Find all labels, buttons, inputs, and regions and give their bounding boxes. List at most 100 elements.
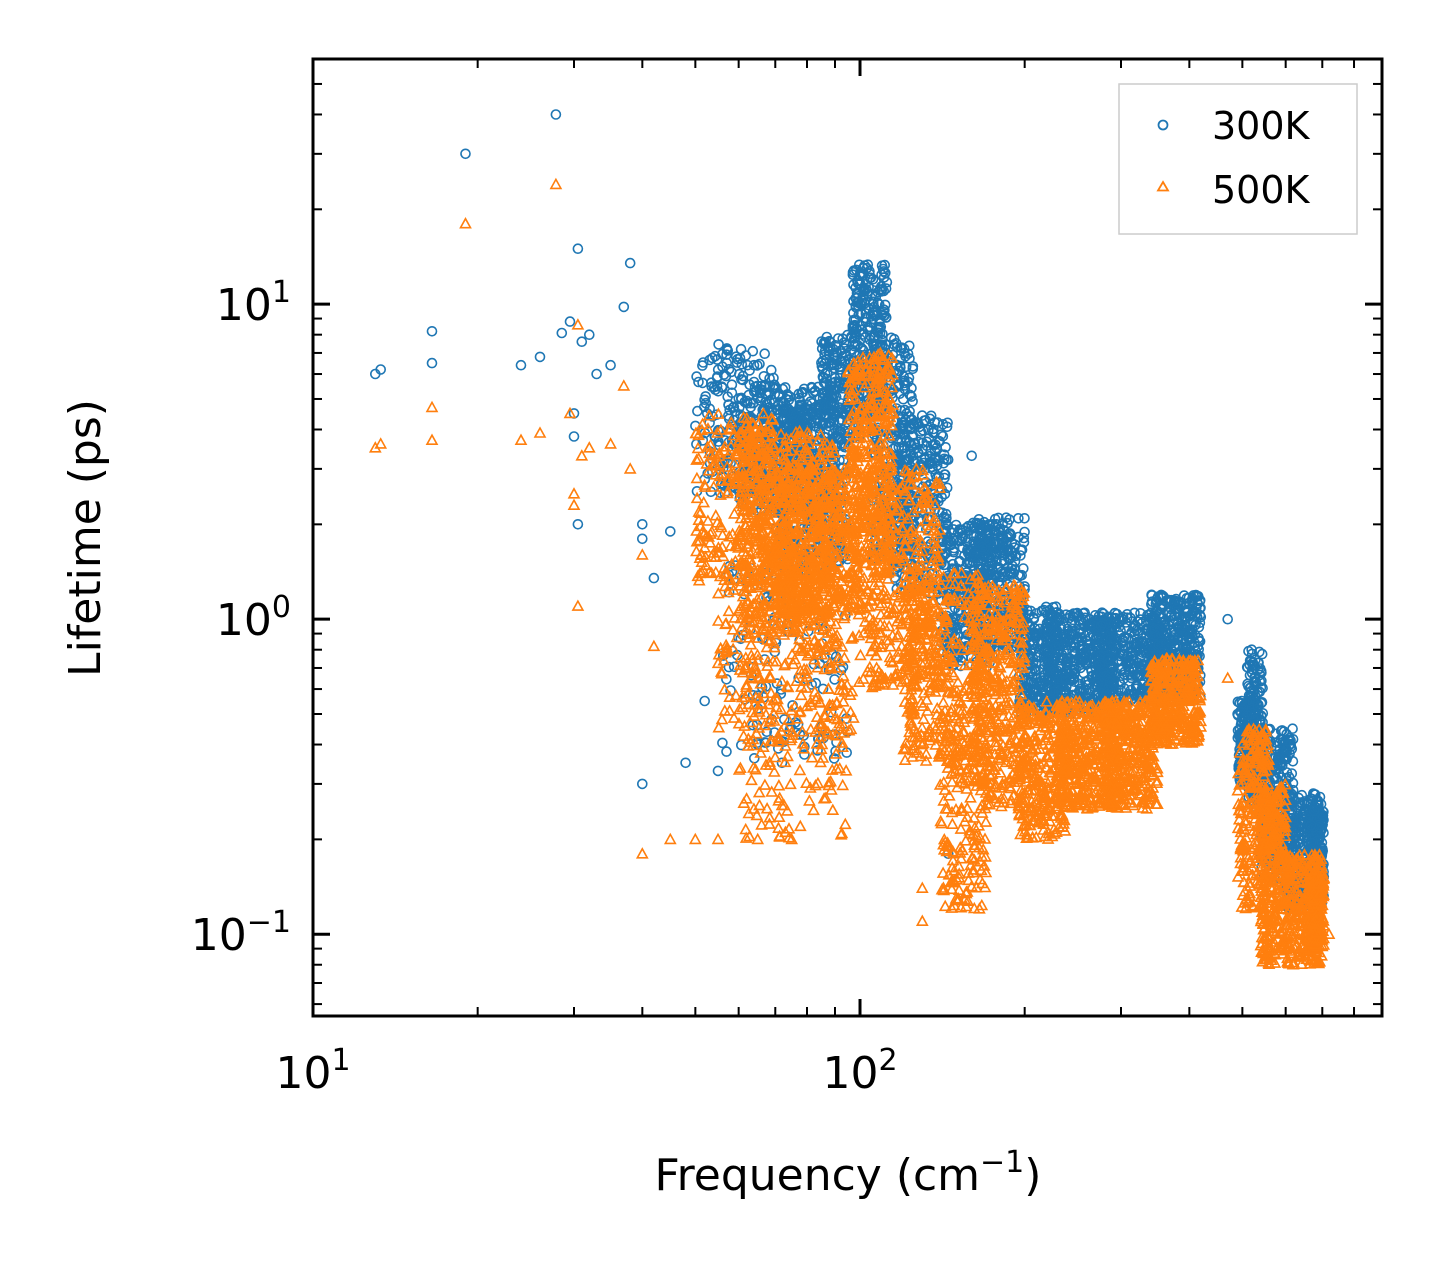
data-point (900, 350, 911, 362)
data-point (877, 339, 888, 351)
data-point (816, 357, 827, 369)
data-point (758, 370, 770, 382)
data-point (624, 257, 636, 269)
data-point (816, 419, 828, 430)
data-point (878, 272, 890, 283)
data-point (850, 264, 862, 276)
data-point (723, 363, 735, 375)
data-point (852, 297, 864, 308)
data-point (874, 284, 886, 296)
data-point (794, 399, 806, 411)
data-point (869, 306, 880, 318)
data-point (636, 518, 648, 530)
data-point (733, 368, 745, 380)
data-point (712, 425, 724, 437)
data-point (907, 396, 918, 407)
data-point (817, 355, 829, 367)
data-point (864, 268, 875, 280)
data-point (868, 301, 880, 313)
data-point (711, 354, 723, 365)
data-point (723, 399, 734, 410)
data-point (876, 269, 887, 281)
data-point (460, 148, 471, 160)
data-point (872, 286, 884, 298)
data-point (726, 379, 738, 391)
data-point (693, 376, 704, 388)
data-point (426, 325, 438, 337)
data-point (907, 455, 919, 467)
data-point (375, 364, 387, 375)
data-point (755, 380, 767, 392)
data-point (779, 406, 791, 417)
data-point (874, 322, 886, 334)
data-point (550, 109, 562, 120)
data-point (894, 360, 906, 372)
data-point (907, 361, 919, 372)
data-point (556, 327, 568, 339)
data-point (834, 416, 845, 428)
data-point (895, 342, 906, 353)
data-point (751, 360, 763, 371)
data-point (954, 556, 965, 568)
data-point (708, 381, 720, 393)
data-point (704, 354, 715, 366)
data-point (759, 403, 771, 415)
data-point (515, 359, 527, 371)
data-point (942, 417, 953, 429)
data-point (591, 368, 602, 380)
data-point (712, 765, 724, 777)
data-point (747, 345, 759, 357)
data-point (854, 278, 866, 290)
data-point (1013, 512, 1024, 524)
data-point (931, 442, 942, 454)
data-point (832, 431, 843, 443)
data-point (761, 398, 773, 410)
data-point (917, 437, 929, 449)
data-point (426, 357, 438, 369)
data-point (937, 507, 948, 519)
data-point (904, 389, 916, 401)
data-point (900, 454, 912, 465)
data-point (636, 778, 648, 790)
data-point (917, 424, 929, 436)
data-point (879, 299, 891, 311)
data-point (605, 359, 616, 371)
data-point (534, 351, 546, 363)
data-point (636, 533, 648, 545)
data-point (940, 519, 952, 530)
data-point (697, 357, 709, 368)
data-point (583, 329, 595, 341)
data-point (893, 378, 905, 390)
data-point (906, 382, 917, 394)
data-point (648, 572, 660, 584)
data-point (776, 757, 788, 769)
data-point (691, 371, 702, 382)
data-point (850, 301, 862, 313)
data-point (724, 404, 736, 416)
data-point (754, 358, 765, 370)
data-point (742, 397, 753, 409)
data-point (854, 319, 866, 331)
data-point (938, 453, 950, 465)
data-point (1222, 613, 1233, 625)
data-point (680, 757, 691, 769)
data-point (835, 370, 846, 382)
data-point (927, 463, 938, 475)
data-point (713, 339, 724, 350)
data-point (838, 407, 850, 419)
data-point (699, 695, 711, 707)
data-point (821, 385, 833, 397)
data-point (765, 364, 777, 376)
data-point (839, 343, 851, 354)
data-point (929, 457, 940, 469)
data-point (817, 371, 829, 383)
data-point (879, 310, 890, 321)
data-point (828, 398, 840, 409)
data-point (721, 746, 732, 757)
data-point (898, 371, 910, 382)
data-point (722, 391, 734, 403)
data-point (863, 303, 875, 315)
data-point (748, 359, 760, 371)
data-point (891, 583, 903, 595)
